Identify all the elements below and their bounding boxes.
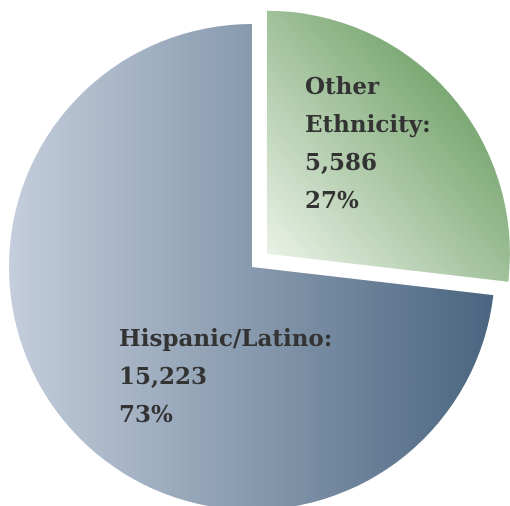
label-hispanic-latino-percent: 73% bbox=[119, 401, 173, 428]
label-hispanic-latino-count: 15,223 bbox=[119, 363, 207, 390]
label-other-ethnicity-count: 5,586 bbox=[305, 149, 377, 176]
label-other-ethnicity-line2: Ethnicity: bbox=[305, 111, 431, 138]
label-other-ethnicity-percent: 27% bbox=[305, 187, 359, 214]
label-hispanic-latino: Hispanic/Latino: 15,223 73% bbox=[119, 325, 332, 428]
slice-hispanic-latino bbox=[9, 24, 494, 506]
label-hispanic-latino-name: Hispanic/Latino: bbox=[119, 325, 332, 352]
label-other-ethnicity-line1: Other bbox=[305, 73, 380, 100]
label-other-ethnicity: Other Ethnicity: 5,586 27% bbox=[305, 73, 431, 214]
slice-other-ethnicity bbox=[266, 10, 510, 282]
